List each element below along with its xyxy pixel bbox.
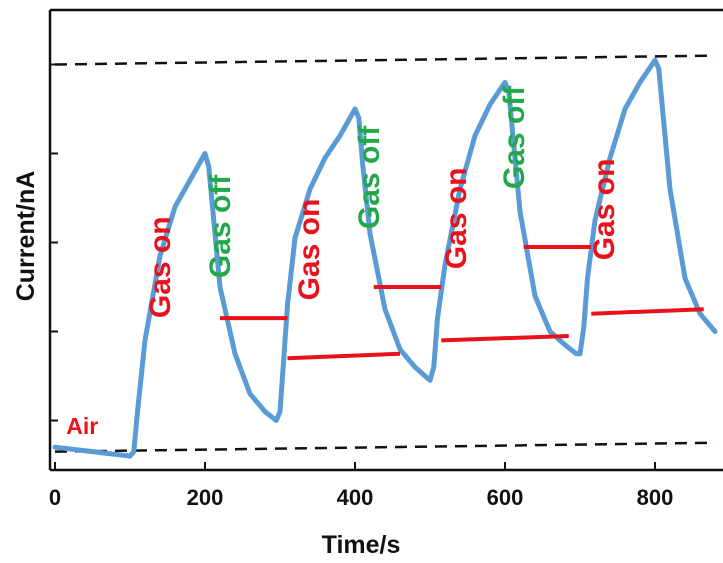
gas-on-annotation: Gas on (293, 199, 326, 301)
annotation-layer: Air Gas on Gas off Gas on Gas off Gas on Gas o… (66, 85, 621, 439)
gas-on-annotation: Gas on (144, 216, 177, 318)
gas-on-annotation: Gas on (440, 167, 473, 269)
gas-off-annotation: Gas off (204, 174, 237, 278)
dashed-reference-line (54, 441, 716, 453)
axes (48, 8, 723, 472)
reference-lines (54, 54, 716, 453)
y-axis-title: Current/nA (12, 171, 40, 302)
current-series-line (52, 57, 718, 459)
baseline-segment (441, 333, 569, 343)
x-tick-label: 800 (637, 485, 674, 510)
x-tick-label: 400 (337, 485, 374, 510)
segment-layer (220, 244, 704, 361)
x-tick-label: 200 (187, 485, 224, 510)
gas-on-annotation: Gas on (588, 159, 621, 261)
x-tick-label: 600 (487, 485, 524, 510)
dashed-reference-line (54, 54, 716, 66)
x-axis-title: Time/s (322, 531, 401, 559)
gas-off-annotation: Gas off (353, 125, 386, 229)
x-tick-label: 0 (49, 485, 61, 510)
series-layer (52, 57, 718, 459)
tick-layer: 0 200 400 600 800 (49, 63, 674, 510)
baseline-segment (591, 307, 704, 316)
gas-off-annotation: Gas off (498, 85, 531, 189)
baseline-segment (287, 351, 401, 361)
air-annotation: Air (66, 413, 98, 439)
